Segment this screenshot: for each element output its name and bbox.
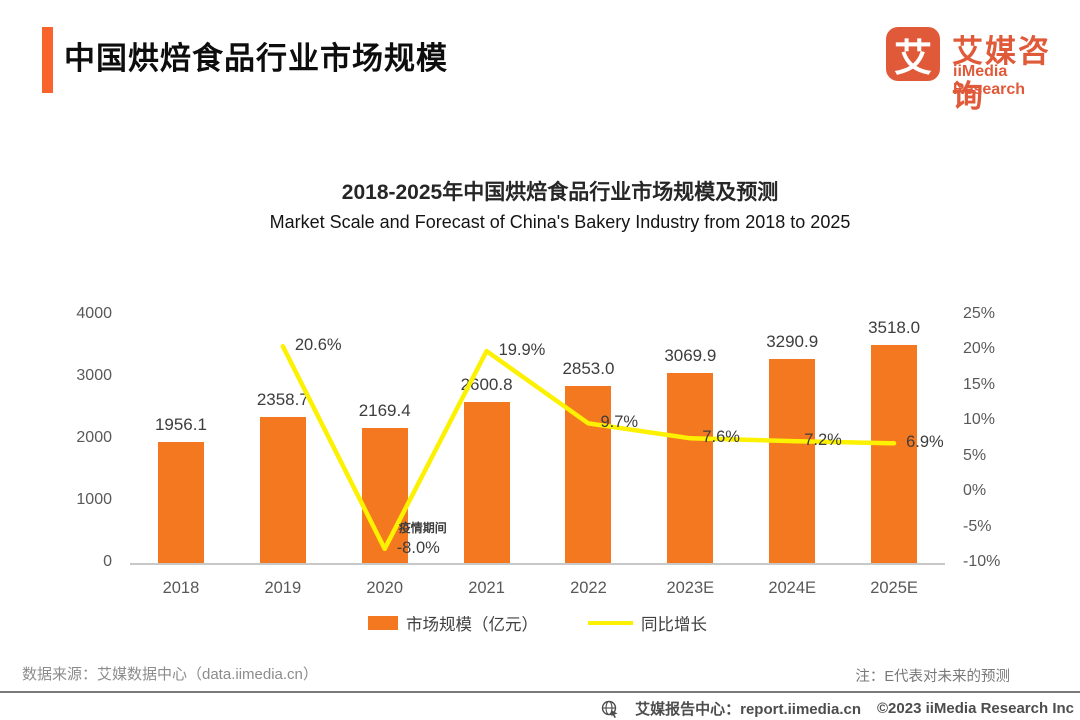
left-axis-tick: 1000 <box>76 491 112 508</box>
footer-divider <box>0 691 1080 693</box>
logo-glyph: 艾 <box>893 37 932 80</box>
iimedia-logo-icon: 艾 <box>886 27 940 81</box>
right-axis-tick: -10% <box>963 553 1001 570</box>
bar-value-label: 2853.0 <box>562 359 615 379</box>
x-axis-label: 2025E <box>870 579 918 597</box>
growth-rate-label: 6.9% <box>906 433 944 452</box>
growth-rate-label: 7.6% <box>702 428 740 447</box>
bar <box>361 428 408 563</box>
x-axis-label: 2021 <box>468 579 505 597</box>
legend-item-growth: 同比增长 <box>588 611 707 635</box>
forecast-note: 注：E代表对未来的预测 <box>855 669 1010 685</box>
x-axis-label: 2024E <box>768 579 817 597</box>
x-axis-label: 2020 <box>366 579 404 597</box>
right-axis-tick: 20% <box>963 340 996 358</box>
bar <box>463 401 510 563</box>
report-center-icon <box>601 700 619 718</box>
growth-rate-label: 9.7% <box>600 413 639 432</box>
legend-line-label: 同比增长 <box>641 616 707 634</box>
logo-name-cn: 艾媒咨询 <box>952 34 1051 114</box>
left-axis-tick: 3000 <box>76 367 112 384</box>
growth-rate-label: 20.6% <box>294 336 342 355</box>
x-axis-line <box>130 563 945 565</box>
growth-rate-label: 7.2% <box>804 431 842 450</box>
left-axis-tick: 0 <box>103 553 112 570</box>
growth-rate-label: -8.0% <box>396 538 440 557</box>
covid-annotation: 疫情期间 <box>398 520 447 535</box>
header-accent-bar <box>42 27 53 93</box>
bar <box>667 372 714 563</box>
legend-bar-label: 市场规模（亿元） <box>406 616 538 634</box>
x-axis-label: 2018 <box>162 579 200 597</box>
right-axis-tick: 0% <box>963 482 987 500</box>
bar-value-label: 3518.0 <box>868 317 921 337</box>
bar-value-label: 2358.7 <box>256 389 309 409</box>
logo-name-en: iiMedia Research <box>953 63 1026 98</box>
bar <box>769 358 816 563</box>
report-center-text: 艾媒报告中心：report.iimedia.cn <box>635 701 861 718</box>
bar <box>157 441 204 563</box>
bar-value-label: 1956.1 <box>154 414 207 434</box>
legend-item-market-scale: 市场规模（亿元） <box>368 611 538 635</box>
chart-legend: 市场规模（亿元） 同比增长 <box>130 611 945 635</box>
page-title: 中国烘焙食品行业市场规模 <box>64 41 448 76</box>
x-axis-label: 2022 <box>570 579 607 597</box>
x-axis-label: 2019 <box>264 579 302 597</box>
left-axis-tick: 2000 <box>76 429 112 446</box>
bar <box>871 344 918 563</box>
line-legend-swatch <box>588 621 633 625</box>
x-axis-label: 2023E <box>666 579 715 597</box>
right-axis-tick: 5% <box>963 446 987 464</box>
bar-legend-swatch <box>368 616 398 630</box>
right-axis-tick: 25% <box>963 305 996 322</box>
bar-value-label: 3290.9 <box>766 331 819 351</box>
left-axis-tick: 4000 <box>76 305 112 322</box>
chart-subtitle: Market Scale and Forecast of China's Bak… <box>269 212 851 232</box>
growth-rate-label: 19.9% <box>498 341 546 360</box>
right-axis-tick: 15% <box>963 375 996 393</box>
bar-value-label: 3069.9 <box>664 345 717 365</box>
right-axis-tick: 10% <box>963 411 996 429</box>
bar <box>565 386 612 563</box>
copyright-text: ©2023 iiMedia Research Inc <box>877 700 1074 717</box>
chart-title: 2018-2025年中国烘焙食品行业市场规模及预测 <box>341 181 779 204</box>
bar <box>259 416 306 563</box>
bottom-bar: 艾媒报告中心：report.iimedia.cn ©2023 iiMedia R… <box>601 698 1074 719</box>
data-source: 数据来源：艾媒数据中心（data.iimedia.cn） <box>22 666 318 683</box>
bar-value-label: 2169.4 <box>358 401 411 421</box>
right-axis-tick: -5% <box>963 517 992 535</box>
